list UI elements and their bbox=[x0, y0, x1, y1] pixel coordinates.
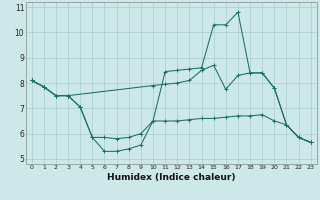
X-axis label: Humidex (Indice chaleur): Humidex (Indice chaleur) bbox=[107, 173, 236, 182]
